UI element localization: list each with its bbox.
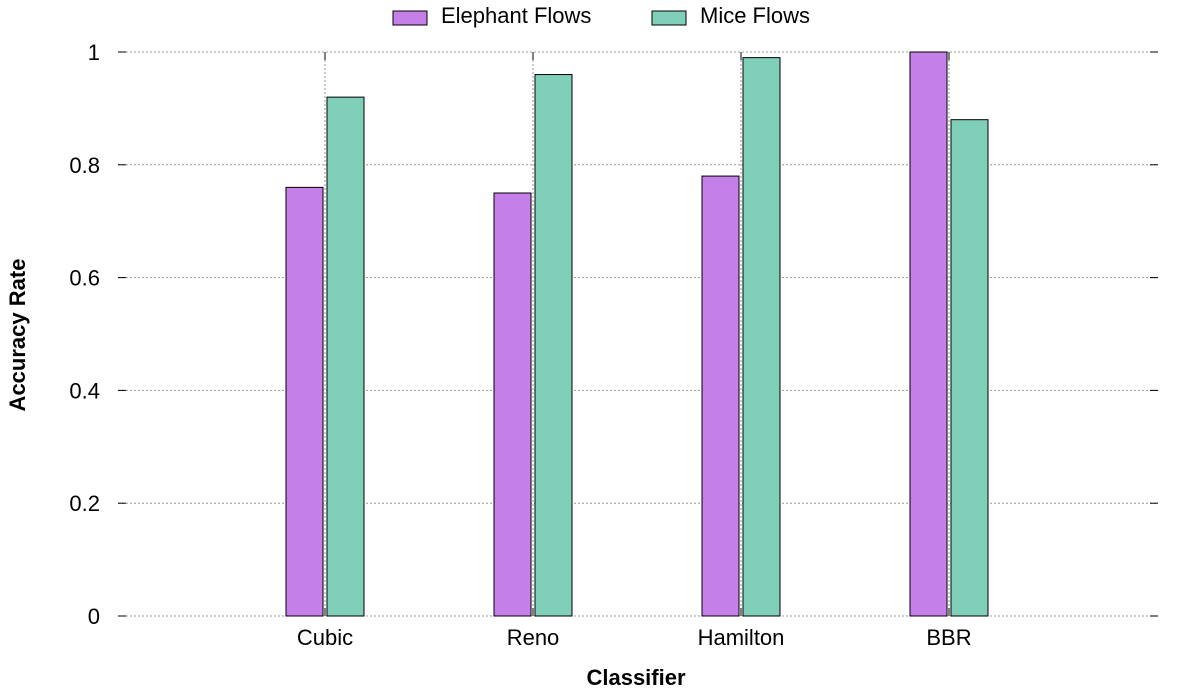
legend: Elephant Flows Mice Flows (392, 3, 810, 28)
x-axis-ticks: Cubic Reno Hamilton BBR (297, 52, 972, 650)
y-tick-label: 1 (88, 40, 100, 65)
bar-mice-flows-reno (534, 74, 573, 617)
bars (285, 51, 989, 617)
y-axis-ticks: 0 0.2 0.4 0.6 0.8 1 (69, 40, 1158, 629)
legend-label-mice-flows: Mice Flows (700, 3, 810, 28)
legend-swatch-elephant-flows (392, 10, 428, 26)
bar-elephant-flows-bbr (909, 51, 948, 617)
bar-elephant-flows-reno (493, 192, 532, 617)
x-tick-label: BBR (926, 625, 971, 650)
grid-lines (118, 51, 1158, 617)
x-tick-label: Hamilton (698, 625, 785, 650)
y-tick-label: 0.4 (69, 378, 100, 403)
y-tick-label: 0 (88, 604, 100, 629)
x-axis-title: Classifier (586, 665, 685, 690)
bar-mice-flows-hamilton (742, 57, 781, 617)
bar-elephant-flows-cubic (285, 186, 324, 617)
y-tick-label: 0.6 (69, 266, 100, 291)
bar-mice-flows-cubic (326, 96, 365, 617)
bar-elephant-flows-hamilton (701, 175, 740, 617)
x-tick-label: Cubic (297, 625, 353, 650)
bar-mice-flows-bbr (950, 119, 989, 617)
y-axis-title: Accuracy Rate (5, 259, 30, 412)
y-tick-label: 0.8 (69, 153, 100, 178)
legend-swatch-mice-flows (651, 10, 687, 26)
x-tick-label: Reno (507, 625, 560, 650)
legend-label-elephant-flows: Elephant Flows (441, 3, 591, 28)
y-tick-label: 0.2 (69, 491, 100, 516)
